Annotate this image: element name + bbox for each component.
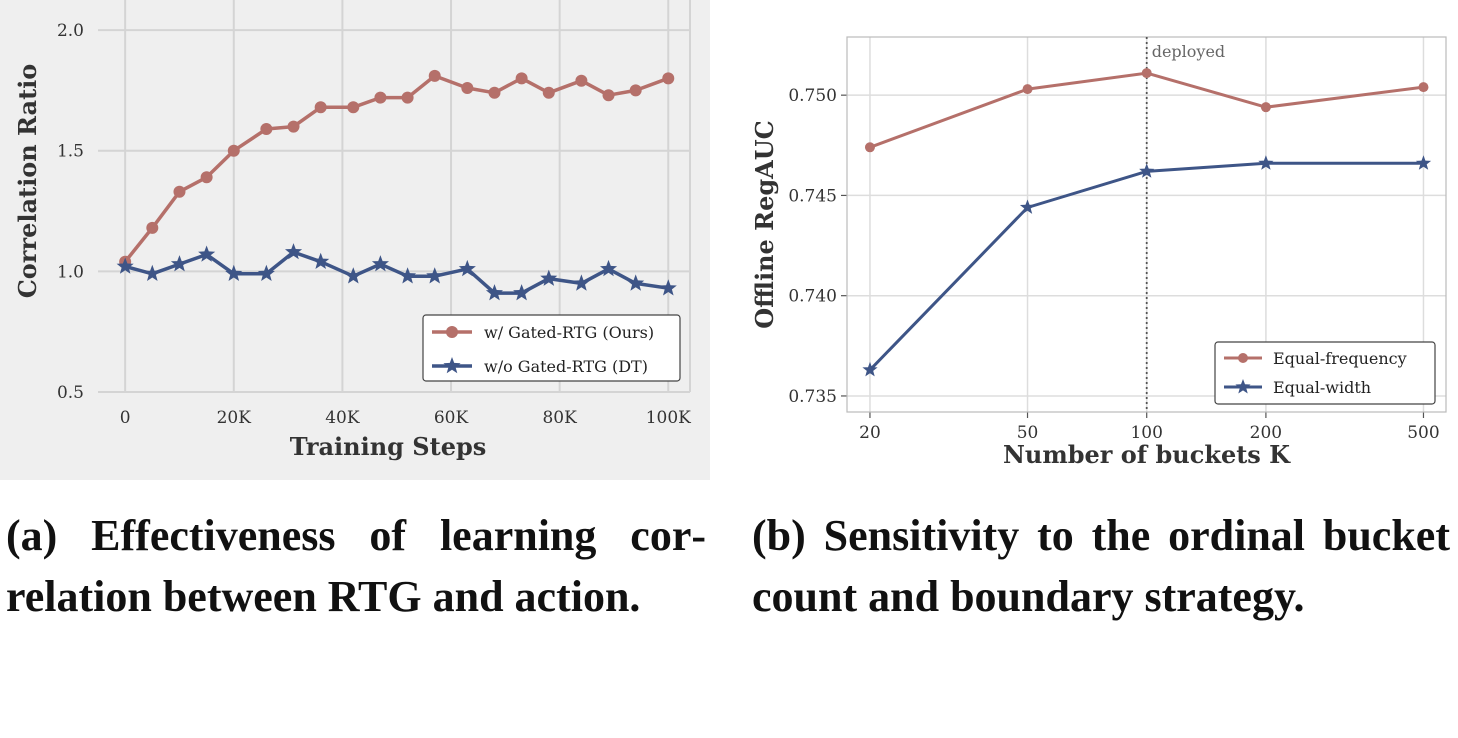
data-point [485,284,503,301]
legend-marker [1235,379,1251,394]
data-point [1139,163,1155,178]
data-point [1019,199,1036,214]
y-tick-label: 0.735 [788,387,837,407]
data-point [312,252,330,269]
data-point [399,267,417,284]
caption-a: (a) Effectiveness of learning cor­relati… [6,511,706,621]
x-tick-label: 20K [217,408,252,428]
series-a-1 [116,243,677,301]
data-point [600,259,618,277]
data-point [458,259,476,277]
legend-label: Equal-frequency [1273,349,1407,368]
x-tick-label: 500 [1407,423,1439,443]
data-point [540,269,558,286]
data-point [542,86,555,99]
data-point [173,185,186,198]
series-b-0 [864,68,1429,153]
data-point [862,361,878,377]
chart-b-svg: 20 50 100 200 500 0.735 0.740 0.745 0.750 deploye… [750,36,1447,469]
data-point [143,264,161,281]
data-point [629,84,642,97]
legend-box [1214,341,1436,405]
data-point [200,171,213,184]
legend-label: w/o Gated-RTG (DT) [484,357,648,376]
series-line [123,74,669,263]
data-point [572,274,590,291]
data-point [170,255,188,272]
data-point [198,245,216,262]
x-tick-label: 100 [1130,423,1162,443]
data-point [659,279,677,296]
data-point [426,267,444,284]
data-point [344,267,362,284]
y-tick-label: 0.5 [57,383,84,403]
x-tick-label: 0 [120,408,131,428]
data-point [287,120,300,133]
y-tick-label: 0.745 [788,186,837,206]
chart-a-svg: 0 20K 40K 60K 80K 100K 0.5 1.0 1.5 2.0 Training St… [13,0,691,461]
data-point [1141,68,1152,79]
data-point [575,74,588,87]
data-point [1415,155,1432,170]
data-point [116,257,134,274]
data-point [401,91,414,104]
legend-label: Equal-width [1273,378,1371,397]
data-point [461,81,474,94]
y-axis-label: Offline RegAUC [750,120,779,329]
data-point [602,89,615,102]
data-point [374,91,387,104]
y-tick-label: 0.740 [788,287,837,307]
legend-b: Equal-frequency Equal-width [1214,341,1436,405]
series-line [124,250,669,295]
legend-marker [446,326,458,338]
y-tick-label: 0.750 [788,86,837,106]
x-tick-label: 100K [646,408,691,428]
data-point [347,101,360,114]
y-axis-label: Correlation Ratio [13,64,42,299]
caption-b: (b) Sensitivity to the ordinal bucket co… [752,511,1450,621]
y-tick-label: 1.5 [57,142,84,162]
series-a-0 [119,69,675,268]
data-point [257,264,275,281]
data-point [428,69,441,82]
data-point [627,274,645,291]
legend-marker [1238,353,1248,363]
data-point [488,86,501,99]
legend-label: w/ Gated-RTG (Ours) [484,323,654,342]
data-point [1260,102,1271,113]
data-point [146,221,159,234]
legend-a: w/ Gated-RTG (Ours) w/o Gated-RTG (DT) [422,314,681,382]
series-b-1 [862,155,1432,377]
grid-a [98,0,690,393]
x-tick-label: 200 [1250,423,1282,443]
data-point [227,144,240,157]
data-point [864,142,875,153]
x-tick-label: 60K [434,408,469,428]
data-point [225,264,243,281]
data-point [1022,84,1033,95]
y-tick-label: 2.0 [57,21,84,41]
x-tick-label: 50 [1017,423,1039,443]
x-tick-label: 80K [542,408,577,428]
data-point [260,122,273,135]
legend-box [422,314,681,382]
chart-correlation-ratio: 0 20K 40K 60K 80K 100K 0.5 1.0 1.5 2.0 Training St… [0,0,710,480]
data-point [515,72,528,85]
x-axis-label: Number of buckets K [1003,440,1291,469]
legend-marker [443,357,461,374]
data-point [1418,82,1429,93]
chart-offline-regauc: 20 50 100 200 500 0.735 0.740 0.745 0.750 deploye… [735,0,1458,480]
data-point [314,101,327,114]
deployed-annotation: deployed [1152,42,1225,61]
data-point [371,255,389,272]
y-tick-label: 1.0 [57,262,84,282]
data-point [513,284,531,301]
x-tick-label: 20 [859,423,881,443]
data-point [662,72,675,85]
data-point [285,243,303,260]
x-axis-label: Training Steps [290,432,487,461]
data-point [1258,155,1274,170]
x-tick-label: 40K [325,408,360,428]
